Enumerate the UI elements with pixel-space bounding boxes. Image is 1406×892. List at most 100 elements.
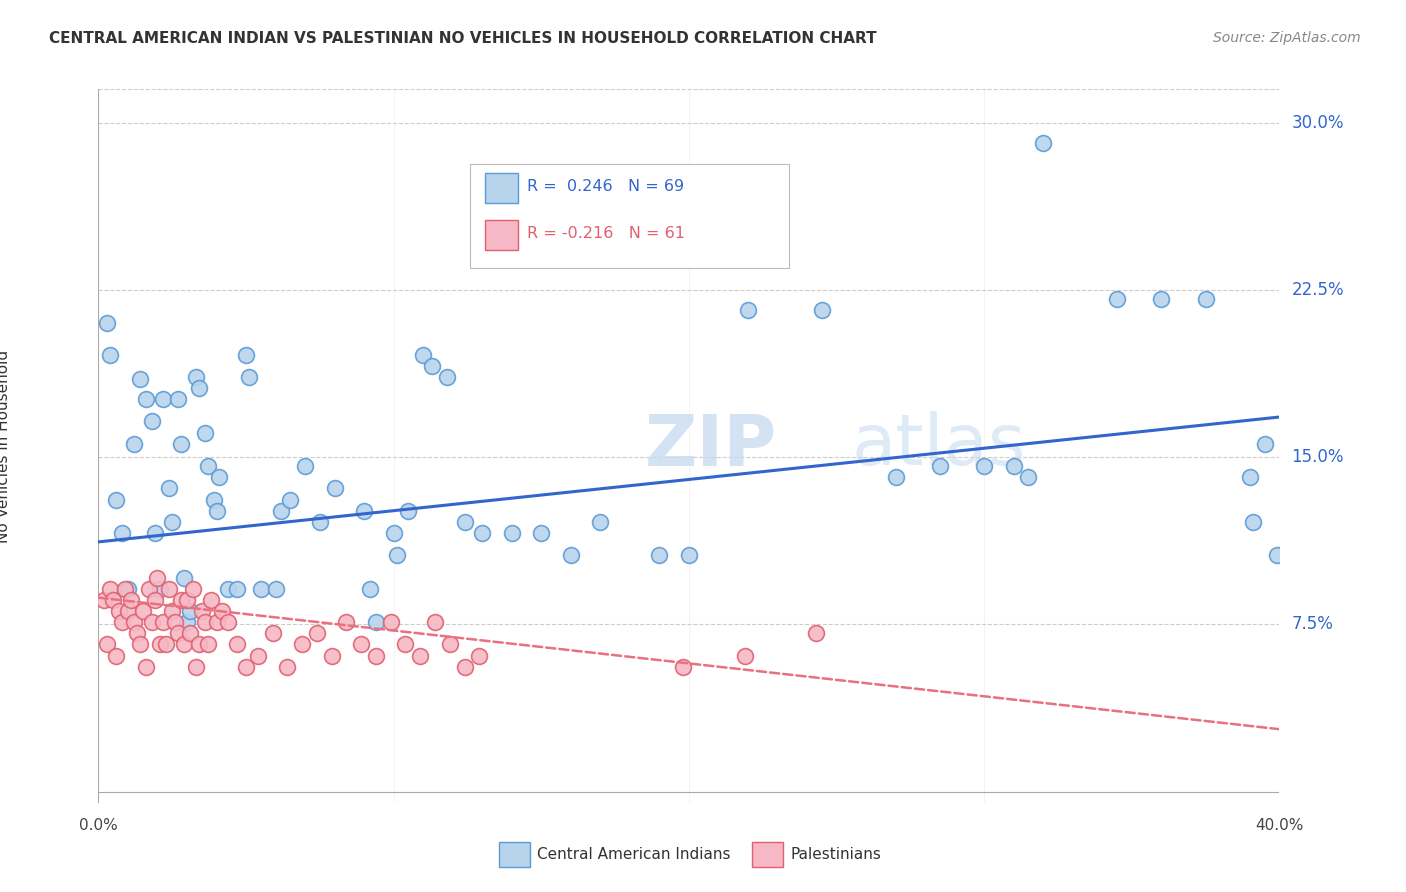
Point [187,637,209,651]
Point [1105,292,1128,306]
Point [211,604,233,618]
Point [114,582,136,596]
Point [184,660,207,674]
Point [530,525,553,540]
Point [1254,436,1277,450]
Point [394,637,416,651]
Point [143,525,166,540]
Point [96,637,118,651]
Text: 7.5%: 7.5% [1291,615,1333,633]
Point [141,414,163,428]
Point [194,425,217,440]
Point [235,347,257,362]
Point [197,637,219,651]
Point [396,503,419,517]
Point [141,615,163,630]
Text: R =  0.246   N = 69: R = 0.246 N = 69 [527,179,685,194]
Point [135,660,157,674]
Point [202,492,225,507]
Point [453,515,475,529]
Point [321,648,343,663]
Bar [485,219,517,250]
Point [194,615,217,630]
Point [173,637,195,651]
Point [468,648,491,663]
Point [155,637,177,651]
Point [146,571,169,585]
Point [165,615,187,630]
Text: ZIP: ZIP [644,411,778,481]
Point [353,503,375,517]
Point [125,626,148,640]
Point [111,615,134,630]
Text: Source: ZipAtlas.com: Source: ZipAtlas.com [1213,31,1361,45]
Point [170,592,193,607]
Point [208,470,231,484]
Point [409,648,432,663]
Point [291,637,314,651]
Text: 30.0%: 30.0% [1291,113,1344,132]
Text: 0.0%: 0.0% [79,819,118,833]
Point [226,637,249,651]
Point [98,347,121,362]
Point [122,436,145,450]
Point [170,436,193,450]
Point [380,615,402,630]
Point [167,392,190,407]
Point [197,458,219,473]
Point [149,582,172,596]
Point [105,648,128,663]
Text: 15.0%: 15.0% [1291,448,1344,467]
Point [264,582,287,596]
Point [364,615,387,630]
Point [176,592,198,607]
Point [335,615,357,630]
Point [122,615,145,630]
Point [364,648,387,663]
Point [412,347,434,362]
Point [471,525,494,540]
Point [323,481,346,495]
Point [250,582,273,596]
Text: No Vehicles in Household: No Vehicles in Household [0,350,11,542]
Point [120,592,142,607]
Point [152,615,174,630]
Text: 22.5%: 22.5% [1291,281,1344,299]
Point [423,615,446,630]
Text: R = -0.216   N = 61: R = -0.216 N = 61 [527,226,685,241]
Point [810,303,832,318]
Point [246,648,269,663]
Point [420,359,443,373]
Point [181,582,204,596]
Point [276,660,298,674]
Point [501,525,523,540]
Point [804,626,827,640]
Point [157,582,180,596]
Point [436,369,458,384]
Point [678,548,700,563]
Point [128,637,150,651]
Point [309,515,332,529]
Point [1239,470,1261,484]
Point [117,604,139,618]
Point [385,548,408,563]
Point [359,582,381,596]
Point [439,637,461,651]
Point [103,592,125,607]
Point [135,392,157,407]
Point [238,369,260,384]
Point [167,626,190,640]
Point [217,582,239,596]
Point [173,571,195,585]
Point [560,548,582,563]
Point [93,592,115,607]
Point [111,525,134,540]
Point [453,660,475,674]
Text: CENTRAL AMERICAN INDIAN VS PALESTINIAN NO VEHICLES IN HOUSEHOLD CORRELATION CHAR: CENTRAL AMERICAN INDIAN VS PALESTINIAN N… [49,31,877,46]
Point [672,660,695,674]
Point [96,317,118,331]
Point [205,503,228,517]
Text: Central American Indians: Central American Indians [537,847,731,862]
Point [152,392,174,407]
Point [200,592,222,607]
